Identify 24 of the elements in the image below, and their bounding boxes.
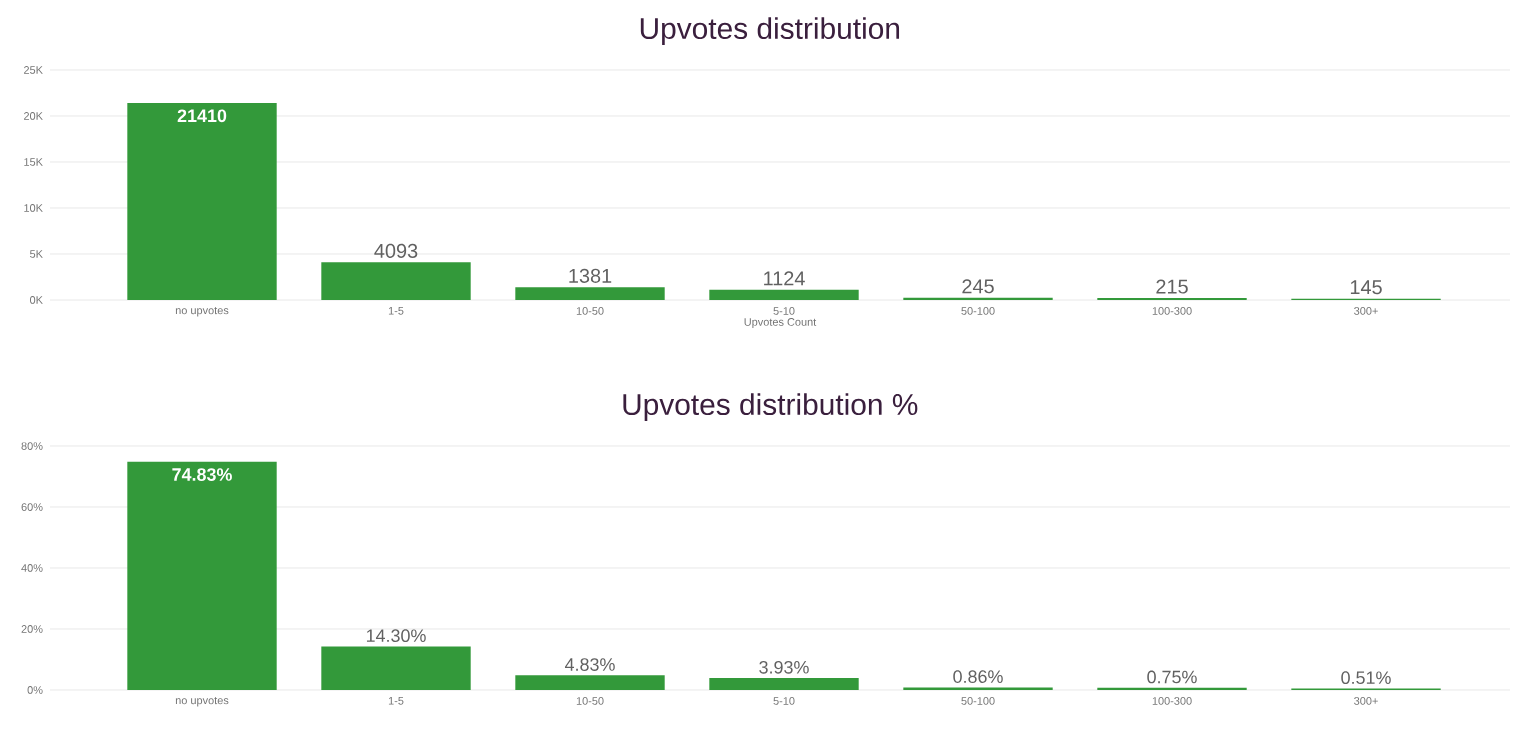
bar xyxy=(709,678,859,690)
data-label: 4093 xyxy=(374,243,418,258)
bar xyxy=(127,461,277,690)
data-label: 245 xyxy=(962,279,994,294)
data-label: 0.75% xyxy=(1147,670,1197,684)
bar xyxy=(127,103,277,300)
bar xyxy=(515,287,665,300)
data-label: 0.51% xyxy=(1341,671,1391,685)
data-label: 4.83% xyxy=(564,658,615,671)
chart-title: Upvotes distribution xyxy=(640,17,900,45)
data-label: 145 xyxy=(1350,280,1382,295)
data-label: 74.83% xyxy=(172,468,232,481)
bar xyxy=(709,289,859,300)
data-label: 1124 xyxy=(764,271,805,286)
data-label: 14.30% xyxy=(366,629,426,642)
data-label: 21410 xyxy=(177,109,227,123)
data-label: 1381 xyxy=(569,268,612,283)
bar xyxy=(515,675,665,690)
data-label: 0.86% xyxy=(953,670,1003,683)
bar xyxy=(321,262,471,300)
chart-title: Upvotes distribution % xyxy=(623,393,918,421)
bar xyxy=(321,646,471,690)
data-label: 3.93% xyxy=(759,660,809,674)
data-label: 215 xyxy=(1156,279,1188,294)
